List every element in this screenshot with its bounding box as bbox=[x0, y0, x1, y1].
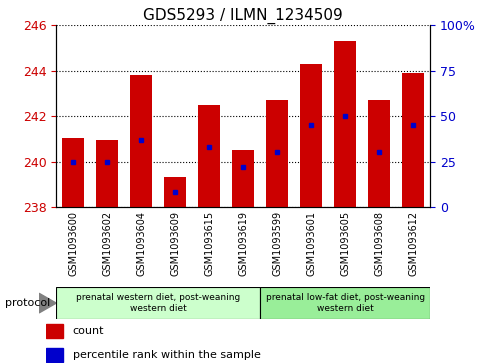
Text: GSM1093600: GSM1093600 bbox=[68, 211, 78, 276]
Bar bbox=[260, 287, 429, 319]
Title: GDS5293 / ILMN_1234509: GDS5293 / ILMN_1234509 bbox=[143, 8, 343, 24]
Text: GSM1093619: GSM1093619 bbox=[238, 211, 248, 276]
Text: GSM1093612: GSM1093612 bbox=[407, 211, 417, 276]
Text: GSM1093601: GSM1093601 bbox=[305, 211, 316, 276]
Text: count: count bbox=[73, 326, 104, 336]
Bar bbox=[402, 73, 424, 207]
Text: GSM1093602: GSM1093602 bbox=[102, 211, 112, 276]
Polygon shape bbox=[39, 293, 56, 313]
Text: prenatal low-fat diet, post-weaning
western diet: prenatal low-fat diet, post-weaning west… bbox=[265, 293, 424, 313]
Bar bbox=[62, 138, 84, 207]
Bar bbox=[96, 140, 118, 207]
Text: GSM1093599: GSM1093599 bbox=[272, 211, 282, 276]
Text: percentile rank within the sample: percentile rank within the sample bbox=[73, 350, 260, 360]
Bar bbox=[164, 178, 186, 207]
Bar bbox=[198, 105, 220, 207]
Bar bbox=[334, 41, 356, 207]
Text: prenatal western diet, post-weaning
western diet: prenatal western diet, post-weaning west… bbox=[76, 293, 240, 313]
Bar bbox=[265, 100, 288, 207]
Bar bbox=[367, 100, 389, 207]
Bar bbox=[46, 348, 63, 362]
Bar bbox=[56, 287, 260, 319]
Text: protocol: protocol bbox=[5, 298, 50, 308]
Text: GSM1093608: GSM1093608 bbox=[373, 211, 384, 276]
Bar bbox=[46, 324, 63, 338]
Bar bbox=[300, 64, 322, 207]
Text: GSM1093609: GSM1093609 bbox=[170, 211, 180, 276]
Bar bbox=[130, 75, 152, 207]
Text: GSM1093605: GSM1093605 bbox=[340, 211, 349, 276]
Bar bbox=[232, 150, 254, 207]
Text: GSM1093604: GSM1093604 bbox=[136, 211, 146, 276]
Text: GSM1093615: GSM1093615 bbox=[204, 211, 214, 276]
